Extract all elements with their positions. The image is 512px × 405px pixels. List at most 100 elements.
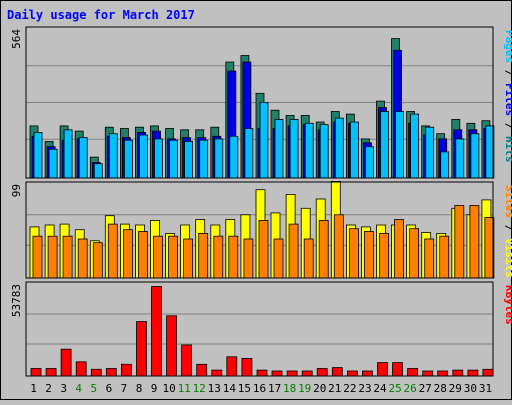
bar-pages-day-7 xyxy=(124,139,133,179)
bar-pages-day-8 xyxy=(139,134,148,179)
y-max-label-bottom: 53783 xyxy=(10,284,23,317)
x-tick-label-day-2: 2 xyxy=(45,382,52,395)
x-tick-label-day-3: 3 xyxy=(60,382,67,395)
bar-pages-day-10 xyxy=(169,139,179,179)
bar-kbytes-day-1 xyxy=(30,368,42,377)
bar-sites-day-29 xyxy=(454,205,465,279)
bar-pages-day-27 xyxy=(425,126,435,179)
x-tick-label-day-31: 31 xyxy=(479,382,492,395)
bar-kbytes-day-28 xyxy=(437,370,449,377)
x-tick-label-day-10: 10 xyxy=(162,382,175,395)
bar-pages-day-13 xyxy=(214,138,224,179)
x-tick-label-day-24: 24 xyxy=(373,382,387,395)
bar-kbytes-day-24 xyxy=(377,362,388,377)
bar-pages-day-26 xyxy=(410,113,420,179)
x-tick-label-day-1: 1 xyxy=(30,382,37,395)
panel-middle: 99 Sites / Visits xyxy=(10,180,512,279)
bar-pages-day-15 xyxy=(244,128,254,179)
x-tick-label-day-25: 25 xyxy=(388,382,401,395)
series-sites xyxy=(32,205,495,279)
bar-pages-day-30 xyxy=(470,133,480,179)
legend-label: / xyxy=(503,63,512,83)
bar-sites-day-18 xyxy=(288,223,299,279)
bar-pages-day-2 xyxy=(48,148,58,179)
bar-pages-day-23 xyxy=(364,146,374,179)
bar-sites-day-7 xyxy=(123,229,133,279)
bar-kbytes-day-25 xyxy=(392,362,403,377)
bar-sites-day-26 xyxy=(409,228,420,279)
bar-kbytes-day-29 xyxy=(452,369,464,377)
bar-sites-day-11 xyxy=(183,238,194,279)
x-tick-label-day-19: 19 xyxy=(298,382,311,395)
bar-pages-day-14 xyxy=(229,135,239,179)
legend-middle: Sites / Visits xyxy=(503,185,512,278)
bar-pages-day-4 xyxy=(78,137,88,179)
bar-sites-day-19 xyxy=(303,238,314,279)
bar-sites-day-9 xyxy=(153,235,163,279)
bar-pages-day-19 xyxy=(304,122,314,179)
x-tick-label-day-8: 8 xyxy=(136,382,143,395)
bar-pages-day-28 xyxy=(440,151,450,179)
bar-kbytes-day-13 xyxy=(211,369,223,377)
bar-kbytes-day-11 xyxy=(181,344,193,377)
bar-kbytes-day-17 xyxy=(271,370,283,377)
panel-border-top xyxy=(25,26,494,179)
x-tick-label-day-30: 30 xyxy=(464,382,477,395)
bar-kbytes-day-10 xyxy=(166,315,178,377)
legend-label: / xyxy=(503,218,512,238)
x-tick-label-day-7: 7 xyxy=(121,382,128,395)
bar-sites-day-22 xyxy=(348,228,359,279)
legend-label: Pages xyxy=(503,30,512,63)
bar-kbytes-day-3 xyxy=(60,348,72,377)
bar-kbytes-day-4 xyxy=(75,361,87,377)
bar-sites-day-15 xyxy=(243,238,254,279)
legend-label: KBytes xyxy=(503,285,512,325)
bar-pages-day-3 xyxy=(63,129,73,179)
bar-pages-day-16 xyxy=(259,102,269,179)
chart-title: Daily usage for March 2017 xyxy=(7,8,195,22)
x-tick-label-day-20: 20 xyxy=(313,382,326,395)
x-tick-label-day-22: 22 xyxy=(343,382,356,395)
x-tick-label-day-14: 14 xyxy=(223,382,237,395)
panel-top: 564 Pages / Files / Hits xyxy=(10,26,512,179)
bar-kbytes-day-6 xyxy=(105,368,117,377)
x-tick-label-day-18: 18 xyxy=(283,382,296,395)
bar-pages-day-24 xyxy=(380,111,389,179)
legend-label: Sites xyxy=(503,185,512,218)
bar-sites-day-28 xyxy=(439,235,450,279)
bar-sites-day-27 xyxy=(424,238,435,279)
bar-kbytes-day-20 xyxy=(316,368,328,377)
legend-top: Pages / Files / Hits xyxy=(503,30,512,163)
bar-sites-day-8 xyxy=(138,231,148,279)
bar-kbytes-day-31 xyxy=(482,368,494,377)
x-tick-label-day-28: 28 xyxy=(434,382,447,395)
bar-sites-day-23 xyxy=(363,231,374,279)
bar-pages-day-22 xyxy=(349,121,359,179)
y-max-label-middle: 99 xyxy=(10,184,23,197)
bar-sites-day-24 xyxy=(379,232,389,279)
bar-pages-day-11 xyxy=(184,141,194,179)
bar-kbytes-day-30 xyxy=(467,369,479,377)
bar-kbytes-day-15 xyxy=(241,357,253,377)
bar-sites-day-2 xyxy=(47,235,58,279)
bar-pages-day-20 xyxy=(319,124,329,179)
x-tick-label-day-6: 6 xyxy=(106,382,113,395)
bar-pages-day-21 xyxy=(334,117,344,179)
bar-sites-day-12 xyxy=(198,232,209,279)
bar-sites-day-6 xyxy=(107,223,118,279)
bar-sites-day-5 xyxy=(92,242,103,279)
bar-sites-day-10 xyxy=(168,235,179,279)
bar-pages-day-29 xyxy=(455,138,465,179)
x-tick-label-day-16: 16 xyxy=(253,382,266,395)
bar-kbytes-day-22 xyxy=(346,370,358,377)
bar-kbytes-day-5 xyxy=(90,368,102,377)
bar-sites-day-25 xyxy=(394,219,404,279)
x-axis-labels: 1 2 3 4 5 6 7 8 9 10 11 12 13 14 15 16 17 18 19 20 21 22 23 24 2… xyxy=(30,382,492,395)
bar-pages-day-17 xyxy=(274,119,284,179)
bar-kbytes-day-8 xyxy=(136,321,147,377)
x-tick-label-day-11: 11 xyxy=(178,382,191,395)
x-tick-label-day-15: 15 xyxy=(238,382,251,395)
x-tick-label-day-29: 29 xyxy=(449,382,462,395)
x-tick-label-day-27: 27 xyxy=(419,382,432,395)
